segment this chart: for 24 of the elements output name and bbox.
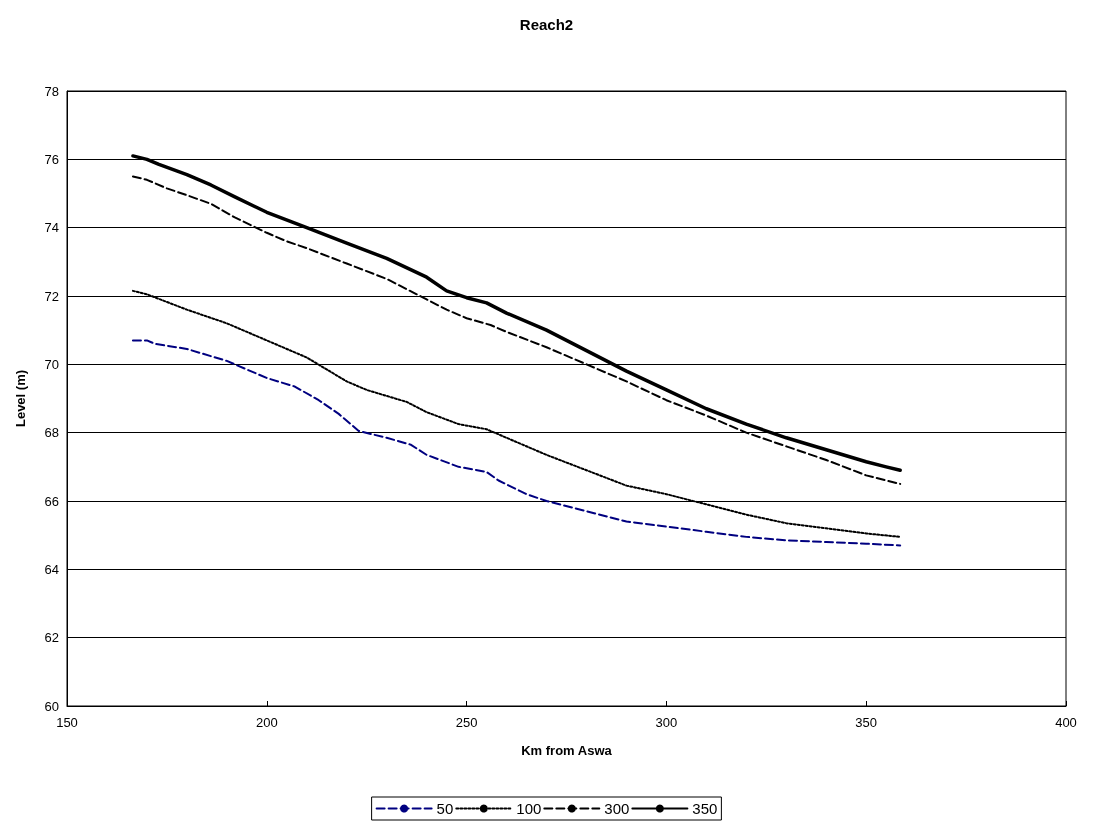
legend-label: 50: [436, 800, 454, 817]
y-tick-label: 76: [44, 151, 59, 167]
x-tick-label: 300: [655, 715, 678, 730]
legend-label: 100: [516, 800, 542, 817]
y-tick-label: 74: [44, 220, 59, 236]
legend-label: 300: [604, 800, 630, 817]
y-tick-label: 60: [44, 698, 59, 714]
x-tick-label: 200: [255, 715, 278, 730]
y-tick-label: 72: [44, 288, 59, 304]
x-tick-label: 400: [1055, 715, 1077, 730]
y-tick-label: 66: [44, 493, 59, 509]
y-tick-label: 62: [44, 630, 59, 646]
x-axis-title: Km from Aswa: [521, 743, 613, 758]
y-tick-label: 64: [44, 561, 59, 577]
x-tick-label: 350: [855, 715, 878, 730]
y-tick-label: 78: [44, 83, 59, 99]
y-tick-label: 68: [44, 425, 59, 441]
legend-label: 350: [692, 800, 718, 817]
x-tick-label: 250: [455, 715, 478, 730]
y-axis-title: Level (m): [13, 369, 28, 428]
y-tick-label: 70: [44, 356, 59, 372]
line-series: [131, 339, 902, 547]
chart-title: Reach2: [519, 16, 574, 33]
x-tick-label: 150: [56, 715, 78, 730]
